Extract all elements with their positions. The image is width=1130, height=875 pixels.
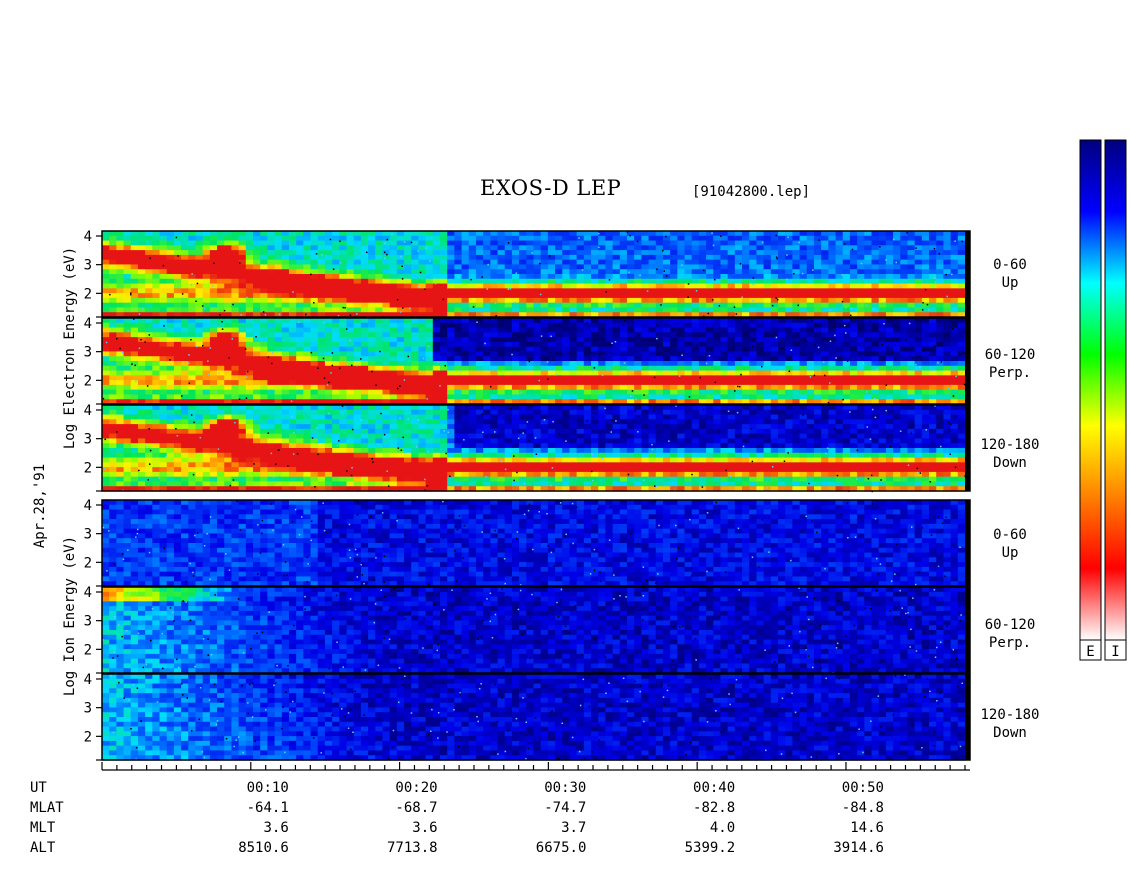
y-tick-label: 4	[84, 316, 92, 332]
spectrogram-panel-ion-up	[102, 500, 966, 588]
axis-row-label: MLT	[30, 820, 56, 836]
y-tick-label: 2	[84, 555, 92, 571]
panel-frame	[101, 586, 971, 674]
data-gap-strip	[965, 587, 970, 673]
data-gap-strip	[965, 318, 970, 404]
data-gap-strip	[965, 674, 970, 760]
axis-row-value: 3.7	[561, 820, 587, 836]
data-gap-strip	[965, 405, 970, 491]
axis-row-value: 00:10	[246, 780, 289, 796]
axis-row-value: 00:20	[395, 780, 438, 796]
y-tick-label: 3	[84, 701, 92, 717]
y-tick-label: 3	[84, 527, 92, 543]
spectrogram-panel-ion-down	[102, 674, 966, 761]
axis-row-value: -84.8	[841, 800, 884, 816]
y-tick-label: 4	[84, 672, 92, 688]
panel-frame	[101, 230, 971, 318]
y-tick-label: 4	[84, 498, 92, 514]
pitch-dir: Up	[1001, 275, 1019, 291]
axis-row-value: 00:30	[544, 780, 587, 796]
y-tick-label: 2	[84, 286, 92, 302]
pitch-dir: Perp.	[988, 635, 1032, 651]
pitch-dir: Down	[993, 725, 1027, 741]
spectrogram-panel-electron-up	[102, 231, 966, 318]
axis-row-value: -82.8	[693, 800, 736, 816]
file-label: [91042800.lep]	[692, 184, 811, 200]
pitch-range: 0-60	[993, 257, 1027, 273]
spectrogram-panel-electron-perp	[102, 318, 966, 406]
colorbar-electron	[1079, 139, 1102, 641]
chart-title: EXOS-D LEP	[480, 176, 622, 200]
axis-row-value: 3914.6	[833, 840, 884, 856]
pitch-ion-perp: 60-120 Perp.	[970, 616, 1050, 652]
axis-row-value: 14.6	[850, 820, 884, 836]
pitch-ion-up: 0-60 Up	[970, 526, 1050, 562]
y-tick-label: 3	[84, 345, 92, 361]
colorbar-label-box	[1079, 639, 1102, 661]
pitch-electron-down: 120-180 Down	[970, 436, 1050, 472]
pitch-range: 120-180	[980, 707, 1040, 723]
axis-row-value: 00:40	[693, 780, 736, 796]
panel-frame	[101, 673, 971, 761]
pitch-range: 60-120	[984, 347, 1036, 363]
colorbar-label: E	[1086, 644, 1094, 660]
colorbar-ion	[1104, 139, 1127, 641]
axis-row-value: -64.1	[246, 800, 289, 816]
axis-row-value: 3.6	[263, 820, 289, 836]
axis-row-value: 5399.2	[684, 840, 736, 856]
axis-row-value: 3.6	[412, 820, 438, 836]
axis-row-value: 00:50	[841, 780, 884, 796]
axis-row-value: -74.7	[544, 800, 587, 816]
spectrogram-panel-ion-perp	[102, 587, 967, 674]
y-tick-label: 3	[84, 258, 92, 274]
y-tick-label: 4	[84, 585, 92, 601]
axis-row-value: 7713.8	[387, 840, 438, 856]
pitch-electron-up: 0-60 Up	[970, 256, 1050, 292]
y-tick-label: 4	[84, 229, 92, 245]
pitch-dir: Up	[1001, 545, 1019, 561]
pitch-range: 0-60	[993, 527, 1027, 543]
axis-row-label: MLAT	[30, 800, 64, 816]
panel-frame	[101, 404, 971, 492]
axis-row-label: ALT	[30, 840, 56, 856]
spectrogram-panel-electron-down	[102, 405, 966, 493]
panel-frame	[101, 317, 971, 405]
pitch-dir: Down	[993, 455, 1027, 471]
axis-row-value: -68.7	[395, 800, 438, 816]
y-tick-label: 3	[84, 432, 92, 448]
y-tick-label: 2	[84, 729, 92, 745]
y-tick-label: 4	[84, 403, 92, 419]
axis-row-value: 4.0	[709, 820, 736, 836]
axis-row-label: UT	[30, 780, 47, 796]
y-tick-label: 2	[84, 642, 92, 658]
y-tick-label: 2	[84, 373, 92, 389]
data-gap-strip	[965, 500, 970, 586]
axis-row-value: 6675.0	[535, 840, 587, 856]
spectrogram-plot: 4 3 2 4 3 2 4 3 2 4 3 2 4 3 2 4 3 2	[84, 229, 971, 771]
pitch-range: 60-120	[984, 617, 1036, 633]
panel-frame	[101, 499, 971, 587]
pitch-ion-down: 120-180 Down	[970, 706, 1050, 742]
y-tick-label: 3	[84, 614, 92, 630]
colorbar-label: I	[1111, 644, 1119, 660]
pitch-dir: Perp.	[988, 365, 1032, 381]
pitch-range: 120-180	[980, 437, 1040, 453]
pitch-electron-perp: 60-120 Perp.	[970, 346, 1050, 382]
axis-row-value: 8510.6	[238, 840, 289, 856]
colorbar-label-box	[1104, 639, 1127, 661]
data-gap-strip	[965, 231, 970, 317]
y-tick-label: 2	[84, 460, 92, 476]
